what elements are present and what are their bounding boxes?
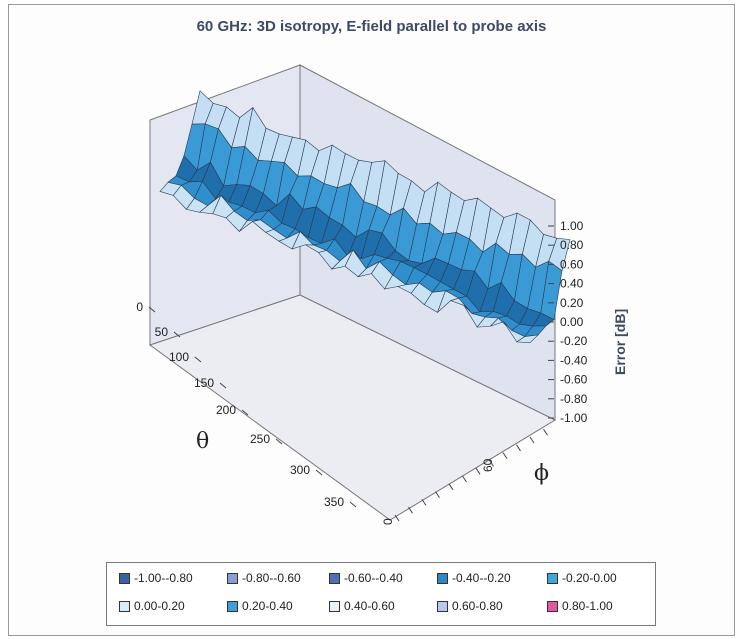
z-tick-label: -1.00 bbox=[560, 411, 588, 425]
theta-tick-label: 50 bbox=[155, 325, 169, 339]
legend-label: 0.80-1.00 bbox=[562, 599, 613, 613]
phi-tick-mark bbox=[475, 467, 481, 475]
legend-item: 0.60-0.80 bbox=[437, 599, 503, 613]
phi-axis-label: ϕ bbox=[534, 461, 549, 486]
theta-tick-label: 100 bbox=[169, 350, 189, 364]
legend-item: -0.20-0.00 bbox=[547, 571, 617, 585]
phi-tick-mark bbox=[516, 444, 521, 452]
phi-tick-mark bbox=[543, 428, 548, 436]
legend-label: 0.20-0.40 bbox=[242, 599, 293, 613]
legend-label: -0.80--0.60 bbox=[242, 571, 301, 585]
legend-item: 0.20-0.40 bbox=[227, 599, 293, 613]
theta-tick-label: 250 bbox=[250, 432, 270, 446]
phi-tick-mark bbox=[489, 460, 494, 467]
legend-label: 0.60-0.80 bbox=[452, 599, 503, 613]
z-tick-label: 0.40 bbox=[560, 277, 584, 291]
phi-tick-mark bbox=[408, 506, 413, 514]
legend-label: -0.20-0.00 bbox=[562, 571, 617, 585]
legend-swatch bbox=[227, 600, 238, 612]
legend-label: -0.60--0.40 bbox=[344, 571, 403, 585]
phi-tick-mark bbox=[435, 491, 440, 498]
theta-tick-mark bbox=[315, 469, 323, 476]
legend-label: -0.40--0.20 bbox=[452, 571, 511, 585]
theta-tick-label: 200 bbox=[216, 403, 236, 417]
legend-swatch bbox=[119, 572, 130, 584]
legend-item: -0.80--0.60 bbox=[227, 571, 301, 585]
legend-item: 0.80-1.00 bbox=[547, 599, 613, 613]
theta-tick-mark bbox=[219, 382, 227, 389]
theta-tick-mark bbox=[194, 356, 202, 363]
theta-tick-label: 150 bbox=[194, 376, 214, 390]
phi-tick-mark bbox=[394, 514, 400, 522]
legend-swatch bbox=[547, 600, 558, 612]
phi-tick-mark bbox=[448, 483, 454, 491]
z-tick-label: 0.80 bbox=[560, 238, 584, 252]
legend-label: -1.00--0.80 bbox=[134, 571, 193, 585]
phi-tick-mark bbox=[502, 452, 508, 459]
theta-tick-mark bbox=[275, 438, 283, 445]
legend: -1.00--0.80 -0.80--0.60 -0.60--0.40 -0.40--… bbox=[106, 562, 656, 626]
phi-tick-label: 60 bbox=[481, 458, 495, 472]
legend-swatch bbox=[437, 600, 448, 612]
legend-label: 0.00-0.20 bbox=[134, 599, 185, 613]
z-tick-label: -0.40 bbox=[560, 353, 588, 367]
legend-item: -0.60--0.40 bbox=[329, 571, 403, 585]
theta-tick-mark bbox=[349, 501, 357, 508]
z-tick-label: -0.60 bbox=[560, 373, 588, 387]
theta-tick-label: 0 bbox=[136, 300, 143, 314]
theta-tick-mark bbox=[173, 331, 181, 338]
error-axis-label: Error [dB] bbox=[612, 309, 628, 375]
z-tick-label: 0.00 bbox=[560, 315, 584, 329]
z-tick-label: 0.20 bbox=[560, 296, 584, 310]
legend-swatch bbox=[437, 572, 448, 584]
phi-tick-label: 0 bbox=[381, 518, 395, 525]
axis-ticks: 1.00 0.80 0.60 0.40 0.20 0.00 -0.20 -0.40 -0.60 -… bbox=[136, 219, 587, 525]
chart-title: 60 GHz: 3D isotropy, E-field parallel to… bbox=[196, 18, 547, 35]
theta-tick-mark bbox=[241, 409, 249, 416]
phi-tick-mark bbox=[421, 499, 427, 506]
surface-plot: 1.00 0.80 0.60 0.40 0.20 0.00 -0.20 -0.40 -0.60 -… bbox=[136, 64, 628, 525]
theta-tick-label: 350 bbox=[324, 495, 344, 509]
legend-item: -1.00--0.80 bbox=[119, 571, 193, 585]
legend-item: -0.40--0.20 bbox=[437, 571, 511, 585]
z-tick-label: -0.80 bbox=[560, 392, 588, 406]
phi-tick-mark bbox=[462, 475, 467, 483]
phi-tick-mark bbox=[529, 436, 535, 444]
legend-swatch bbox=[227, 572, 238, 584]
legend-swatch bbox=[547, 572, 558, 584]
theta-tick-label: 300 bbox=[290, 463, 310, 477]
legend-swatch bbox=[329, 600, 340, 612]
legend-item: 0.40-0.60 bbox=[329, 599, 395, 613]
z-tick-label: 0.60 bbox=[560, 257, 584, 271]
legend-swatch bbox=[119, 600, 130, 612]
z-tick-label: -0.20 bbox=[560, 334, 588, 348]
legend-label: 0.40-0.60 bbox=[344, 599, 395, 613]
theta-tick-mark bbox=[148, 306, 156, 313]
theta-axis-label: θ bbox=[196, 429, 209, 454]
surface-cell bbox=[515, 334, 539, 344]
legend-item: 0.00-0.20 bbox=[119, 599, 185, 613]
z-tick-label: 1.00 bbox=[560, 219, 584, 233]
legend-swatch bbox=[329, 572, 340, 584]
surface-mesh bbox=[159, 90, 571, 344]
